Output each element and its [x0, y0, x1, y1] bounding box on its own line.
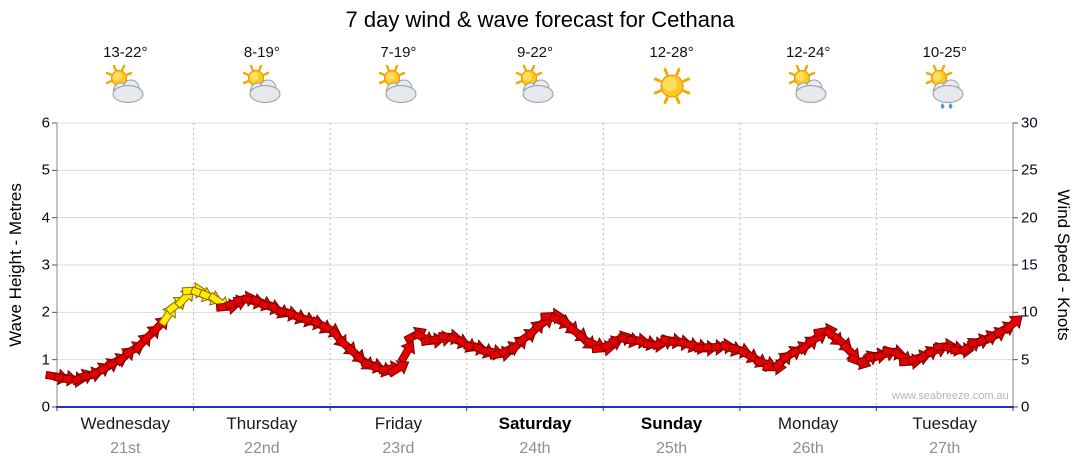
right-axis-tick-label: 15 [1021, 256, 1038, 274]
wind-arrow [1001, 315, 1023, 335]
left-axis-tick-label: 1 [41, 351, 50, 369]
horizontal-gridlines [57, 122, 1013, 361]
right-axis-tick-label: 0 [1021, 398, 1030, 416]
left-axis-tick-label: 6 [41, 114, 50, 132]
day-date-label: 23rd [382, 440, 415, 457]
day-name-label: Thursday [226, 414, 298, 433]
day-name-label: Wednesday [80, 414, 171, 433]
right-axis-tick-label: 5 [1021, 351, 1030, 369]
day-date-label: 26th [792, 440, 824, 457]
temp-range-label: 10-25° [922, 44, 967, 61]
sun-cloud-icon [511, 64, 559, 110]
sun-cloud-icon [238, 64, 286, 110]
day-date-label: 27th [929, 440, 961, 457]
sun-icon [648, 64, 696, 110]
wind-arrow [397, 340, 416, 364]
page-title: 7 day wind & wave forecast for Cethana [345, 7, 735, 32]
sun-cloud-icon [784, 64, 832, 110]
temp-range-label: 8-19° [243, 44, 280, 61]
temp-range-label: 12-24° [785, 44, 831, 61]
temp-range-label: 12-28° [649, 44, 694, 61]
left-axis-tick-label: 3 [41, 256, 50, 274]
day-date-label: 24th [519, 440, 551, 457]
wind-arrow-series [45, 282, 1023, 389]
day-date-label: 21st [110, 440, 141, 457]
axis-frame [52, 122, 1018, 411]
left-axis-tick-label: 0 [41, 398, 50, 416]
day-name-label: Friday [374, 414, 423, 433]
temp-range-label: 9-22° [516, 44, 554, 61]
temp-range-label: 13-22° [103, 44, 148, 61]
day-date-label: 22nd [244, 440, 280, 457]
sun-cloud-icon [374, 64, 422, 110]
left-axis-tick-label: 2 [41, 303, 50, 321]
sun-cloud-rain-icon [921, 64, 969, 110]
left-axis-tick-label: 5 [41, 161, 50, 179]
left-axis-tick-label: 4 [41, 209, 50, 227]
day-name-label: Sunday [640, 414, 703, 433]
right-axis-tick-label: 10 [1021, 303, 1038, 321]
right-axis-tick-label: 25 [1021, 161, 1038, 179]
temp-range-label: 7-19° [380, 44, 417, 61]
watermark: www.seabreeze.com.au [892, 390, 1009, 402]
day-name-label: Saturday [498, 414, 572, 433]
right-axis-tick-label: 30 [1021, 114, 1038, 132]
sun-cloud-icon [101, 64, 149, 110]
day-date-label: 25th [655, 440, 688, 457]
day-name-label: Tuesday [912, 414, 977, 433]
day-name-label: Monday [777, 414, 839, 433]
wind-arrow [386, 360, 410, 378]
right-axis-tick-label: 20 [1021, 209, 1038, 227]
